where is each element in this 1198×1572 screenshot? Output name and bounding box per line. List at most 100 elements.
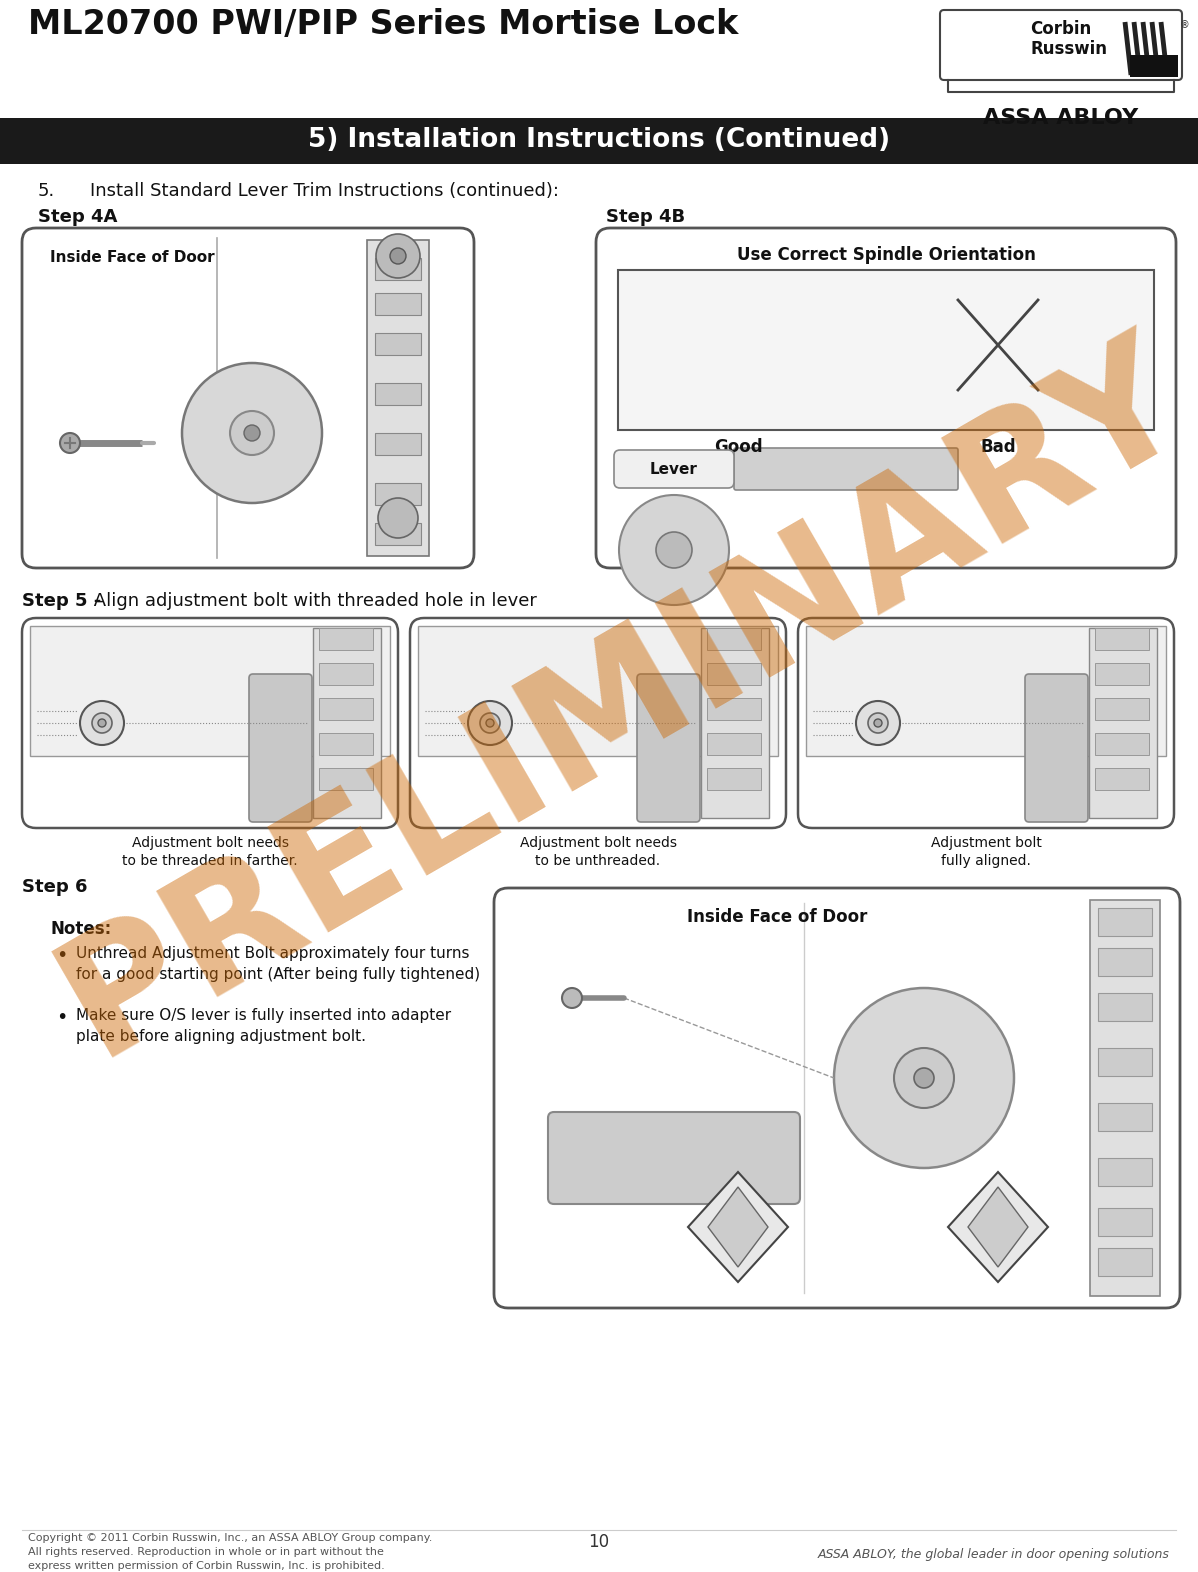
Circle shape xyxy=(657,531,692,567)
Text: •: • xyxy=(56,1008,67,1027)
Circle shape xyxy=(562,987,582,1008)
Bar xyxy=(375,333,420,355)
Bar xyxy=(319,663,373,685)
Bar xyxy=(1090,901,1160,1295)
FancyBboxPatch shape xyxy=(547,1111,800,1204)
Text: Inside Face of Door: Inside Face of Door xyxy=(49,250,214,266)
Text: ASSA ABLOY: ASSA ABLOY xyxy=(984,108,1138,127)
Bar xyxy=(1099,994,1152,1020)
Circle shape xyxy=(834,987,1014,1168)
FancyBboxPatch shape xyxy=(940,9,1182,80)
Text: 5) Installation Instructions (Continued): 5) Installation Instructions (Continued) xyxy=(308,127,890,152)
Circle shape xyxy=(391,248,406,264)
Bar xyxy=(707,627,761,649)
Polygon shape xyxy=(708,1187,768,1267)
Bar xyxy=(319,627,373,649)
Bar xyxy=(707,733,761,755)
Bar xyxy=(1095,698,1149,720)
Text: Step 5 -: Step 5 - xyxy=(22,593,102,610)
Circle shape xyxy=(486,718,494,726)
Bar xyxy=(1095,733,1149,755)
Text: Make sure O/S lever is fully inserted into adapter
plate before aligning adjustm: Make sure O/S lever is fully inserted in… xyxy=(75,1008,452,1044)
Circle shape xyxy=(894,1049,954,1108)
Bar xyxy=(1099,1159,1152,1185)
Text: Step 4A: Step 4A xyxy=(38,208,117,226)
Bar xyxy=(618,270,1154,431)
Text: Good: Good xyxy=(714,439,762,456)
Bar xyxy=(319,769,373,791)
Polygon shape xyxy=(688,1173,788,1283)
Text: Bad: Bad xyxy=(980,439,1016,456)
Bar xyxy=(375,384,420,406)
Bar xyxy=(1099,909,1152,935)
Text: Copyright © 2011 Corbin Russwin, Inc., an ASSA ABLOY Group company.
All rights r: Copyright © 2011 Corbin Russwin, Inc., a… xyxy=(28,1533,432,1570)
Circle shape xyxy=(875,718,882,726)
Text: PRELIMINARY: PRELIMINARY xyxy=(34,313,1198,1088)
Polygon shape xyxy=(948,1173,1048,1283)
FancyBboxPatch shape xyxy=(637,674,700,822)
Bar xyxy=(30,626,391,756)
Circle shape xyxy=(98,718,105,726)
Text: Align adjustment bolt with threaded hole in lever: Align adjustment bolt with threaded hole… xyxy=(87,593,537,610)
FancyBboxPatch shape xyxy=(798,618,1174,828)
Bar xyxy=(1095,627,1149,649)
Circle shape xyxy=(244,424,260,442)
Circle shape xyxy=(60,432,80,453)
Bar xyxy=(367,241,429,556)
Bar xyxy=(1099,948,1152,976)
Text: ASSA ABLOY, the global leader in door opening solutions: ASSA ABLOY, the global leader in door op… xyxy=(818,1548,1170,1561)
Text: ML20700 PWI/PIP Series Mortise Lock: ML20700 PWI/PIP Series Mortise Lock xyxy=(28,8,738,41)
Bar xyxy=(1099,1248,1152,1276)
Bar xyxy=(375,292,420,314)
Text: Corbin: Corbin xyxy=(1030,20,1091,38)
Circle shape xyxy=(857,701,900,745)
Bar xyxy=(319,733,373,755)
FancyBboxPatch shape xyxy=(734,448,958,490)
Bar xyxy=(1095,663,1149,685)
FancyBboxPatch shape xyxy=(22,618,398,828)
Text: 10: 10 xyxy=(588,1533,610,1552)
Bar xyxy=(707,698,761,720)
Text: Use Correct Spindle Orientation: Use Correct Spindle Orientation xyxy=(737,245,1035,264)
Bar xyxy=(418,626,778,756)
Bar xyxy=(701,627,769,817)
Bar xyxy=(1089,627,1157,817)
FancyBboxPatch shape xyxy=(249,674,311,822)
Text: 5.: 5. xyxy=(38,182,55,200)
Circle shape xyxy=(480,714,500,733)
Bar xyxy=(1099,1049,1152,1075)
FancyBboxPatch shape xyxy=(615,450,734,487)
Text: Russwin: Russwin xyxy=(1030,39,1107,58)
Text: Notes:: Notes: xyxy=(50,920,111,938)
Bar xyxy=(1099,1104,1152,1130)
Text: Step 4B: Step 4B xyxy=(606,208,685,226)
Bar xyxy=(375,432,420,454)
Text: Step 6: Step 6 xyxy=(22,879,87,896)
Text: ®: ® xyxy=(1180,20,1190,30)
Circle shape xyxy=(914,1067,934,1088)
Bar xyxy=(1095,769,1149,791)
Text: Adjustment bolt needs
to be unthreaded.: Adjustment bolt needs to be unthreaded. xyxy=(520,836,677,868)
Text: Lever: Lever xyxy=(651,462,698,476)
FancyBboxPatch shape xyxy=(410,618,786,828)
Bar xyxy=(319,698,373,720)
Text: Inside Face of Door: Inside Face of Door xyxy=(686,909,867,926)
Polygon shape xyxy=(968,1187,1028,1267)
Circle shape xyxy=(92,714,111,733)
Text: Unthread Adjustment Bolt approximately four turns
for a good starting point (Aft: Unthread Adjustment Bolt approximately f… xyxy=(75,946,480,982)
FancyBboxPatch shape xyxy=(595,228,1176,567)
Bar xyxy=(707,663,761,685)
Text: Adjustment bolt
fully aligned.: Adjustment bolt fully aligned. xyxy=(931,836,1041,868)
Bar xyxy=(0,118,1198,163)
Bar xyxy=(806,626,1166,756)
Circle shape xyxy=(619,495,730,605)
FancyBboxPatch shape xyxy=(22,228,474,567)
Text: Adjustment bolt needs
to be threaded in farther.: Adjustment bolt needs to be threaded in … xyxy=(122,836,298,868)
Circle shape xyxy=(376,234,420,278)
Text: •: • xyxy=(56,946,67,965)
Bar xyxy=(375,483,420,505)
Circle shape xyxy=(230,410,274,454)
FancyBboxPatch shape xyxy=(1025,674,1088,822)
Circle shape xyxy=(182,363,322,503)
Bar xyxy=(707,769,761,791)
